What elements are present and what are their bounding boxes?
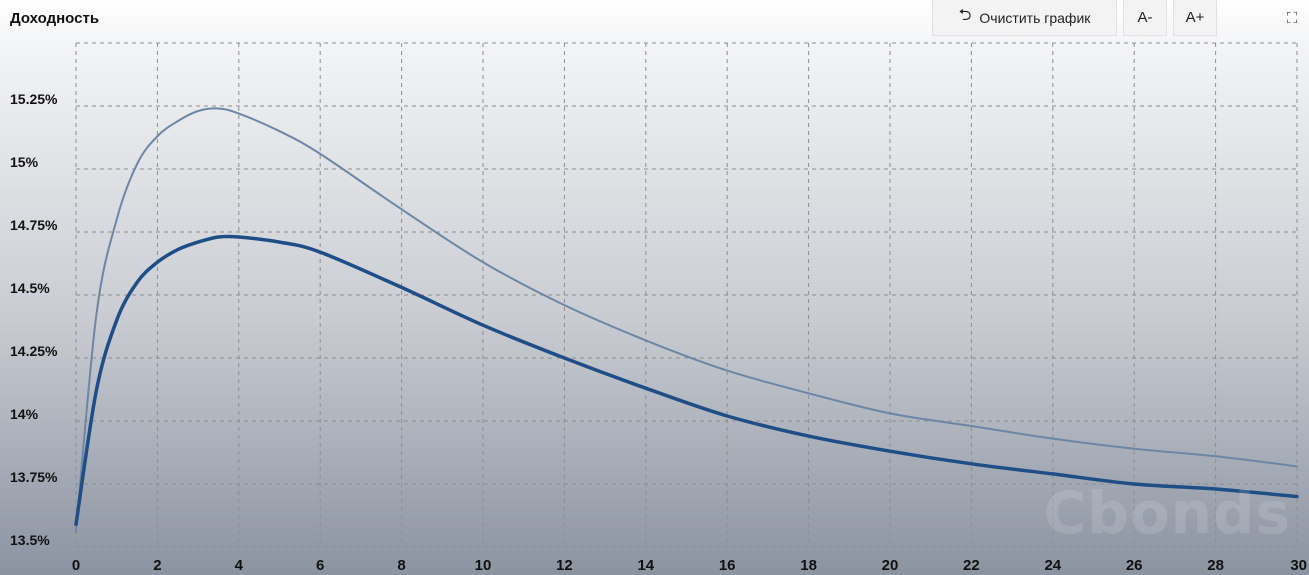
x-tick-label: 0 — [72, 557, 80, 574]
y-tick-label: 14.5% — [10, 280, 50, 296]
chart-grid — [75, 42, 1298, 548]
y-axis-ticks: 13.5% 13.75% 14% 14.25% 14.5% 14.75% 15% 15.25% — [10, 91, 58, 548]
undo-icon: ⮌ — [958, 7, 972, 24]
font-decrease-button[interactable]: A- — [1123, 0, 1167, 36]
x-tick-label: 4 — [235, 557, 244, 574]
y-tick-label: 15% — [10, 154, 39, 170]
x-tick-label: 2 — [153, 557, 161, 574]
x-tick-label: 10 — [475, 557, 492, 574]
chart-series — [74, 107, 1299, 533]
x-tick-label: 8 — [397, 557, 405, 574]
cbonds-watermark: Cbonds — [1043, 479, 1291, 547]
fullscreen-icon: ⛶ — [1286, 9, 1298, 27]
x-tick-label: 28 — [1207, 557, 1224, 574]
series-line-2 — [74, 234, 1299, 527]
x-tick-label: 24 — [1044, 557, 1061, 574]
y-tick-label: 13.5% — [10, 532, 50, 548]
series-line-1 — [75, 107, 1298, 533]
font-increase-button[interactable]: A+ — [1173, 0, 1217, 36]
y-tick-label: 14.25% — [10, 343, 58, 359]
x-tick-label: 30 — [1290, 557, 1307, 574]
x-axis-ticks: 0 2 4 6 8 10 12 14 16 18 20 22 24 26 28 30 — [72, 557, 1307, 574]
x-tick-label: 22 — [963, 557, 980, 574]
y-tick-label: 13.75% — [10, 469, 58, 485]
x-tick-label: 16 — [719, 557, 736, 574]
y-tick-label: 15.25% — [10, 91, 58, 107]
x-tick-label: 26 — [1126, 557, 1143, 574]
x-tick-label: 6 — [316, 557, 324, 574]
x-tick-label: 18 — [800, 557, 817, 574]
x-tick-label: 14 — [637, 557, 654, 574]
y-tick-label: 14% — [10, 406, 39, 422]
clear-chart-label: Очистить график — [979, 9, 1091, 26]
y-tick-label: 14.75% — [10, 217, 58, 233]
x-tick-label: 12 — [556, 557, 573, 574]
fullscreen-button[interactable]: ⛶ — [1275, 0, 1309, 36]
clear-chart-button[interactable]: ⮌ Очистить график — [932, 0, 1117, 36]
x-tick-label: 20 — [882, 557, 899, 574]
y-axis-title: Доходность — [10, 10, 100, 27]
